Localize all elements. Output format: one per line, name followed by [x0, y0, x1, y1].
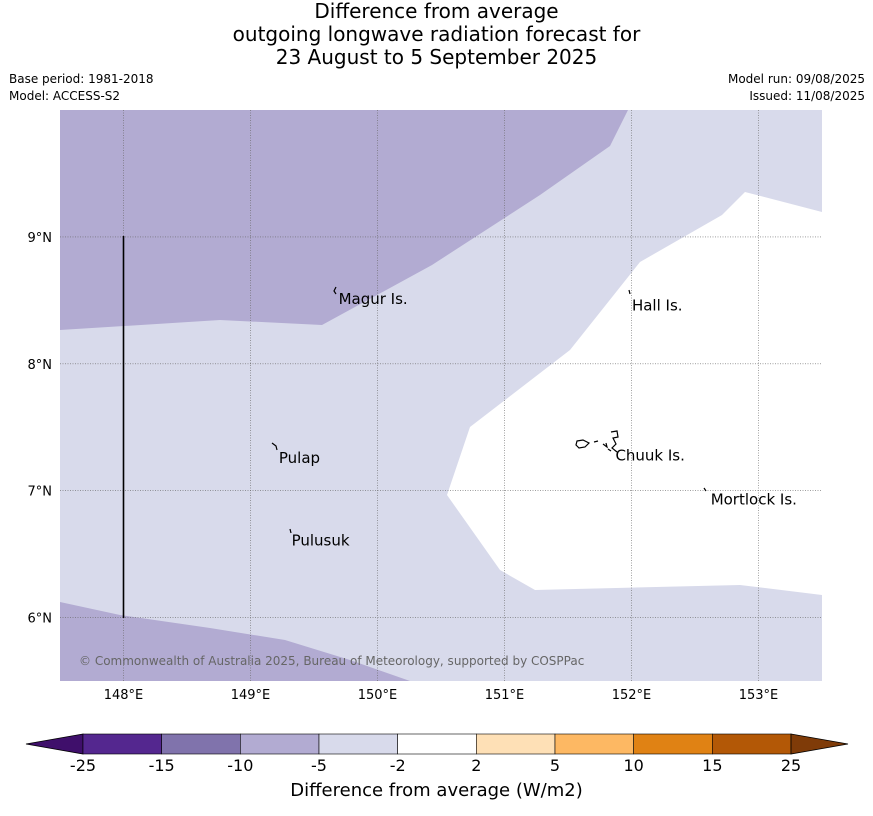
- colorbar-tick-label: 5: [550, 756, 560, 775]
- x-tick-label: 148°E: [104, 688, 144, 703]
- colorbar-label: Difference from average (W/m2): [290, 780, 583, 801]
- field-minus10-to-minus5-south: [60, 602, 410, 681]
- colorbar-tick-label: -5: [311, 756, 327, 775]
- colorbar-tick-label: -15: [149, 756, 175, 775]
- title-line-1: Difference from average: [314, 0, 559, 23]
- x-tick-label: 150°E: [358, 688, 398, 703]
- place-label: Mortlock Is.: [711, 491, 797, 509]
- colorbar-segment: [633, 733, 713, 755]
- y-tick-label: 6°N: [28, 612, 53, 627]
- colorbar-segment: [476, 733, 556, 755]
- colorbar-tick-label: 15: [702, 756, 722, 775]
- colorbar-segment: [161, 733, 241, 755]
- y-tick-label: 7°N: [28, 485, 53, 500]
- colorbar: -25 -15 -10 -5 -2 2 5 10 15 25: [25, 733, 849, 775]
- island-outlines: [271, 286, 707, 534]
- y-tick-label: 9°N: [28, 231, 53, 246]
- place-label: Pulap: [279, 449, 320, 467]
- colorbar-extend-high: [790, 733, 849, 755]
- x-tick-label: 153°E: [739, 688, 779, 703]
- map-title: Difference from average outgoing longwav…: [0, 0, 873, 69]
- hall-island-shape: [628, 289, 631, 295]
- field-near-zero-edge: [818, 270, 822, 290]
- magur-island-shape: [333, 286, 337, 295]
- y-tick-label: 8°N: [28, 358, 53, 373]
- issued-label: Issued: 11/08/2025: [749, 89, 865, 103]
- colorbar-extend-low: [25, 733, 84, 755]
- pulusuk-island-shape: [289, 528, 292, 534]
- x-tick-label: 151°E: [485, 688, 525, 703]
- place-labels: Magur Is. Hall Is. Pulap Chuuk Is. Mortlock …: [279, 290, 797, 549]
- base-info: Base period: 1981-2018 Model: ACCESS-S2: [9, 71, 154, 105]
- colorbar-tick-label: 10: [623, 756, 643, 775]
- x-tick-label: 152°E: [612, 688, 652, 703]
- title-line-3: 23 August to 5 September 2025: [275, 45, 598, 69]
- colorbar-segment: [712, 733, 792, 755]
- x-tick-label: 149°E: [231, 688, 271, 703]
- copyright-notice: © Commonwealth of Australia 2025, Bureau…: [79, 654, 584, 668]
- model-label: Model: ACCESS-S2: [9, 89, 121, 103]
- map-gridlines: [60, 110, 822, 681]
- mortlock-island-shape: [703, 487, 707, 492]
- colorbar-tick-label: -25: [70, 756, 96, 775]
- colorbar-tick-label: 2: [471, 756, 481, 775]
- colorbar-segment: [82, 733, 162, 755]
- run-info: Model run: 09/08/2025 Issued: 11/08/2025: [728, 71, 865, 105]
- base-period-label: Base period: 1981-2018: [9, 72, 154, 86]
- place-label: Magur Is.: [339, 290, 408, 308]
- model-run-label: Model run: 09/08/2025: [727, 72, 865, 86]
- field-near-zero: [447, 192, 822, 595]
- colorbar-tick-label: -2: [390, 756, 406, 775]
- chuuk-lagoon-shape: [575, 430, 619, 453]
- title-line-2: outgoing longwave radiation forecast for: [232, 22, 641, 46]
- place-label: Pulusuk: [292, 531, 350, 549]
- map-plot-area: © Commonwealth of Australia 2025, Bureau…: [60, 110, 822, 681]
- colorbar-segment: [397, 733, 477, 755]
- colorbar-segment: [240, 733, 320, 755]
- pulap-island-shape: [271, 442, 278, 451]
- colorbar-tick-label: -10: [227, 756, 253, 775]
- field-minus10-to-minus5-north: [60, 110, 628, 330]
- colorbar-segment: [554, 733, 634, 755]
- place-label: Hall Is.: [632, 297, 683, 315]
- x-axis-ticks: 148°E 149°E 150°E 151°E 152°E 153°E: [104, 688, 779, 703]
- colorbar-segment: [318, 733, 398, 755]
- y-axis-ticks: 9°N 8°N 7°N 6°N: [28, 231, 53, 627]
- colorbar-tick-label: 25: [781, 756, 801, 775]
- place-label: Chuuk Is.: [615, 446, 684, 464]
